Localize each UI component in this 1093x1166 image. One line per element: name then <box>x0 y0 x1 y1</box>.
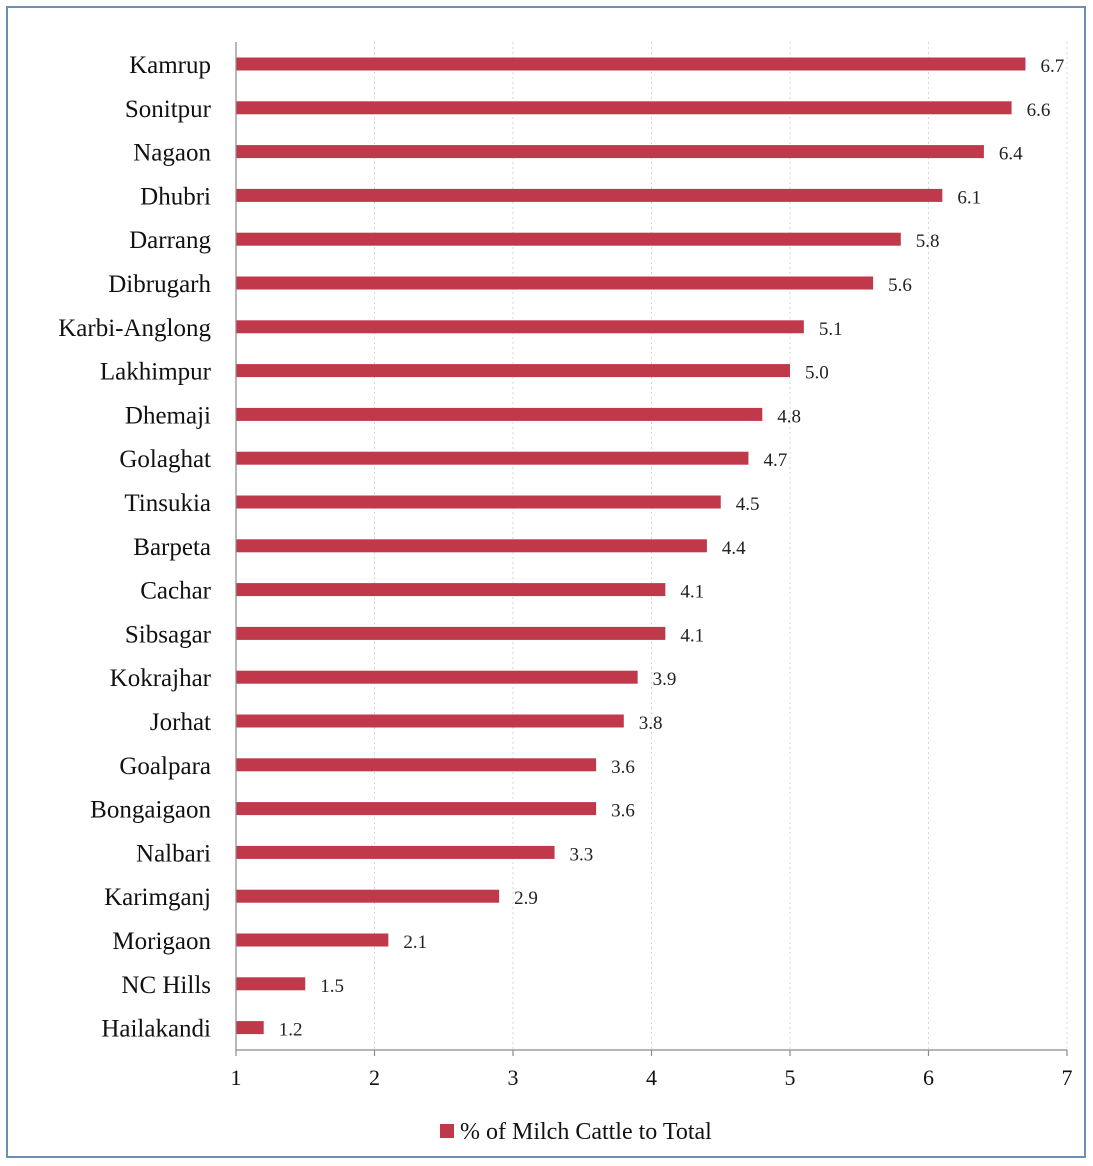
bar <box>236 889 500 903</box>
category-label: Sonitpur <box>125 96 212 123</box>
bar <box>236 583 666 597</box>
data-label: 3.8 <box>639 713 663 734</box>
x-tick-label: 6 <box>923 1065 934 1090</box>
x-tick-label: 4 <box>646 1065 657 1090</box>
bar <box>236 1021 264 1035</box>
legend: % of Milch Cattle to Total <box>440 1119 712 1145</box>
data-label: 3.3 <box>570 844 594 865</box>
category-label: Kokrajhar <box>110 665 212 692</box>
category-label: Dibrugarh <box>108 271 211 298</box>
data-label: 4.1 <box>680 625 704 646</box>
bar <box>236 320 804 334</box>
bar <box>236 451 749 465</box>
x-tick-label: 5 <box>785 1065 796 1090</box>
category-label: Lakhimpur <box>100 359 212 386</box>
category-label: Dhemaji <box>125 402 211 429</box>
bar <box>236 670 638 684</box>
category-label: Barpeta <box>133 534 211 561</box>
bar <box>236 232 901 246</box>
x-tick-label: 3 <box>508 1065 519 1090</box>
bar <box>236 933 389 947</box>
data-label: 6.6 <box>1027 100 1051 121</box>
category-label: NC Hills <box>121 972 211 999</box>
bar <box>236 714 624 728</box>
data-label: 5.1 <box>819 319 843 340</box>
category-label: Dhubri <box>140 183 211 210</box>
bar <box>236 188 943 202</box>
category-label: Morigaon <box>112 928 211 955</box>
data-label: 2.9 <box>514 888 538 909</box>
category-label: Bongaigaon <box>90 797 211 824</box>
bar <box>236 802 597 816</box>
data-label: 3.6 <box>611 801 635 822</box>
data-label: 4.4 <box>722 538 746 559</box>
data-label: 5.8 <box>916 231 940 252</box>
x-tick-label: 2 <box>369 1065 380 1090</box>
category-label: Kamrup <box>129 52 211 79</box>
data-label: 4.7 <box>763 450 787 471</box>
category-label: Nagaon <box>133 140 211 167</box>
x-tick-label: 7 <box>1062 1065 1073 1090</box>
data-label: 4.8 <box>777 406 801 427</box>
bar <box>236 977 306 991</box>
category-label: Cachar <box>140 578 211 605</box>
bar <box>236 407 763 421</box>
bar <box>236 364 790 378</box>
category-label: Sibsagar <box>125 621 212 648</box>
data-label: 1.5 <box>320 976 344 997</box>
bar <box>236 495 721 509</box>
category-label: Jorhat <box>150 709 211 736</box>
data-label: 1.2 <box>279 1020 303 1041</box>
data-label: 5.6 <box>888 275 912 296</box>
bar <box>236 101 1012 115</box>
x-tick-label: 1 <box>231 1065 242 1090</box>
data-label: 2.1 <box>403 932 427 953</box>
category-label: Darrang <box>129 227 211 254</box>
bar <box>236 758 597 772</box>
legend-label: % of Milch Cattle to Total <box>460 1119 712 1145</box>
data-label: 4.1 <box>680 582 704 603</box>
data-label: 6.4 <box>999 144 1023 165</box>
bar <box>236 539 707 553</box>
axis-layer: 1 2 3 4 5 6 7 <box>231 42 1073 1090</box>
legend-swatch <box>440 1124 454 1138</box>
bar <box>236 145 984 159</box>
data-label: 4.5 <box>736 494 760 515</box>
bar <box>236 845 555 859</box>
bar <box>236 57 1026 71</box>
category-label: Goalpara <box>119 753 211 780</box>
bars-layer <box>236 57 1026 1035</box>
category-label: Karimganj <box>104 884 211 911</box>
category-label: Karbi-Anglong <box>58 315 211 342</box>
category-label: Golaghat <box>119 446 211 473</box>
category-label: Tinsukia <box>124 490 211 517</box>
data-label: 5.0 <box>805 363 829 384</box>
data-label: 6.1 <box>957 187 981 208</box>
category-label: Nalbari <box>136 840 211 867</box>
bar <box>236 276 874 290</box>
data-label: 3.9 <box>653 669 677 690</box>
category-label: Hailakandi <box>101 1016 211 1043</box>
data-label: 6.7 <box>1040 56 1064 77</box>
bar <box>236 626 666 640</box>
labels-layer: Kamrup 6.7 Sonitpur 6.6 Nagaon 6.4 Dhubri 6.1 Da… <box>58 52 1064 1043</box>
data-label: 3.6 <box>611 757 635 778</box>
